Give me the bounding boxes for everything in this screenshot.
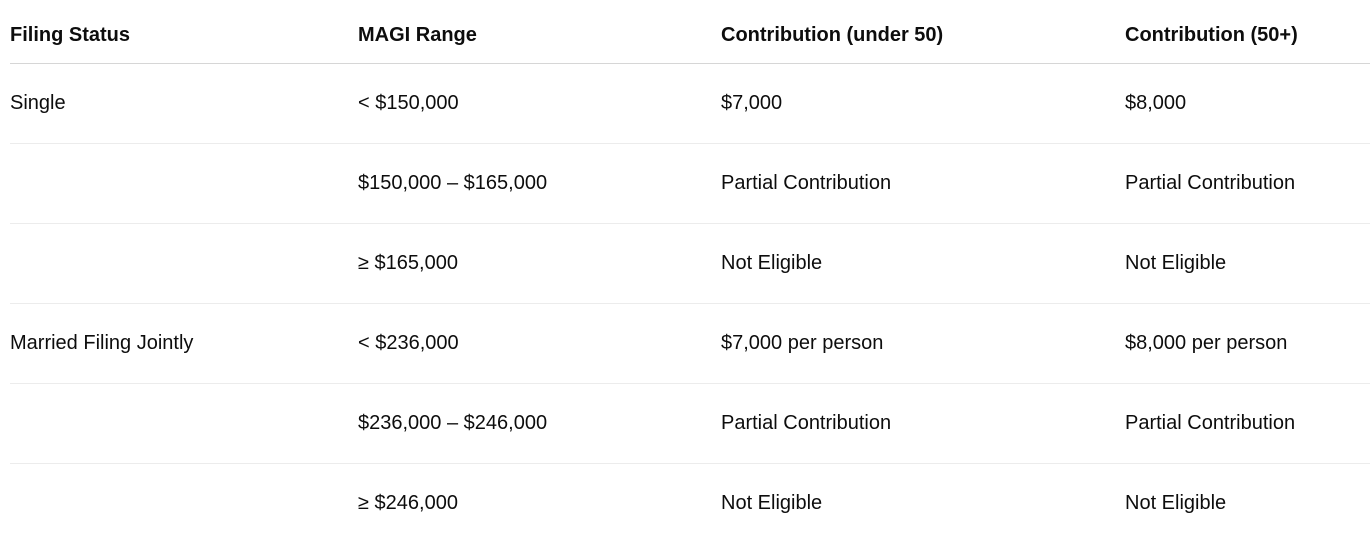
- header-row: Filing Status MAGI Range Contribution (u…: [10, 0, 1370, 64]
- cell-filing-status: Single: [10, 63, 358, 144]
- cell-contribution-50plus: $8,000: [1125, 63, 1370, 144]
- column-header-magi-range: MAGI Range: [358, 0, 721, 64]
- cell-contribution-under-50: Partial Contribution: [721, 383, 1125, 464]
- cell-contribution-50plus: Not Eligible: [1125, 223, 1370, 304]
- column-header-contribution-50plus: Contribution (50+): [1125, 0, 1370, 64]
- cell-magi-range: < $150,000: [358, 63, 721, 144]
- cell-contribution-50plus: Partial Contribution: [1125, 383, 1370, 464]
- cell-magi-range: $236,000 – $246,000: [358, 383, 721, 464]
- cell-filing-status: [10, 223, 358, 304]
- table-row: $236,000 – $246,000 Partial Contribution…: [10, 383, 1370, 464]
- cell-filing-status: [10, 463, 358, 543]
- table-row: Married Filing Jointly < $236,000 $7,000…: [10, 303, 1370, 384]
- cell-magi-range: < $236,000: [358, 303, 721, 384]
- table-row: Single < $150,000 $7,000 $8,000: [10, 63, 1370, 144]
- cell-magi-range: $150,000 – $165,000: [358, 143, 721, 224]
- cell-contribution-under-50: $7,000 per person: [721, 303, 1125, 384]
- cell-contribution-under-50: Not Eligible: [721, 492, 823, 515]
- cell-filing-status: Married Filing Jointly: [10, 303, 358, 384]
- table-row: $150,000 – $165,000 Partial Contribution…: [10, 143, 1370, 224]
- cell-filing-status: [10, 383, 358, 464]
- cell-filing-status: [10, 143, 358, 224]
- cell-magi-range: ≥ $165,000: [358, 223, 721, 304]
- cell-contribution-under-50: $7,000: [721, 63, 1125, 144]
- cell-magi-range: ≥ $246,000: [358, 492, 458, 515]
- table-row: ≥ $165,000 Not Eligible Not Eligible: [10, 223, 1370, 304]
- cell-contribution-under-50: Not Eligible: [721, 223, 1125, 304]
- cell-contribution-under-50: Partial Contribution: [721, 143, 1125, 224]
- cell-contribution-50plus: Not Eligible: [1125, 492, 1227, 515]
- ira-contribution-limits-table: Filing Status MAGI Range Contribution (u…: [10, 0, 1370, 543]
- cell-contribution-50plus: $8,000 per person: [1125, 303, 1370, 384]
- cell-contribution-50plus: Partial Contribution: [1125, 143, 1370, 224]
- column-header-contribution-under-50: Contribution (under 50): [721, 0, 1125, 64]
- column-header-filing-status: Filing Status: [10, 0, 358, 64]
- table-row: ≥ $246,000 Not Eligible Not Eligible: [10, 463, 1370, 543]
